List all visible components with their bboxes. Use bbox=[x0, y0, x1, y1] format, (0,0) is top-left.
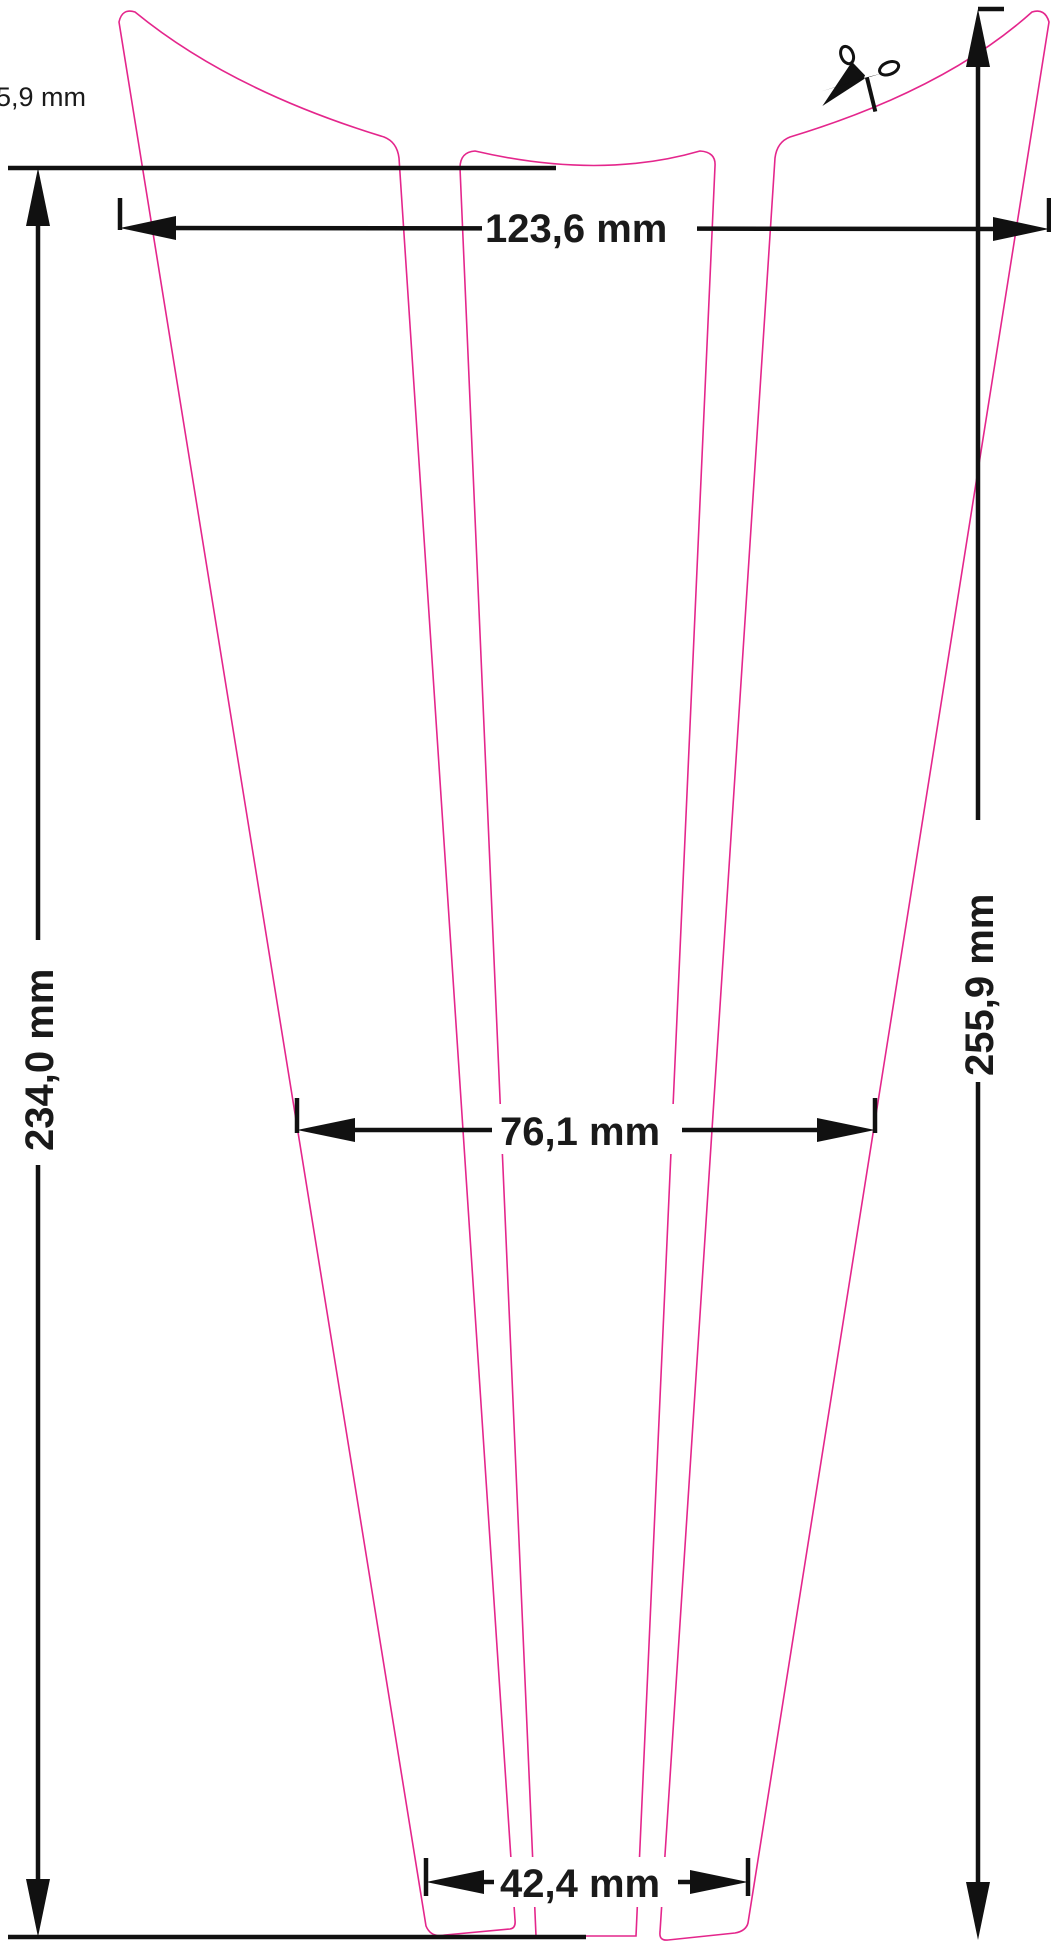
label-bottom-width: 42,4 mm bbox=[500, 1862, 660, 1906]
cut-outline-left-piece bbox=[118, 10, 516, 1937]
scissors-icon bbox=[820, 44, 901, 113]
dimension-left-height: 234,0 mm bbox=[14, 168, 62, 1937]
label-middle-width: 76,1 mm bbox=[500, 1110, 660, 1154]
dimension-bottom-width: 42,4 mm bbox=[423, 1857, 751, 1907]
dimension-middle-width: 76,1 mm bbox=[294, 1098, 878, 1154]
dimension-right-height: 255,9 mm bbox=[954, 9, 1002, 1940]
label-top-width: 123,6 mm bbox=[485, 207, 667, 251]
cut-outlines bbox=[118, 10, 1050, 1941]
cut-outline-center-piece bbox=[459, 150, 716, 1937]
extension-lines bbox=[8, 6, 1004, 1940]
dimension-top-width: 123,6 mm bbox=[117, 198, 1051, 252]
label-right-height: 255,9 mm bbox=[958, 894, 1002, 1076]
cut-outline-right-piece bbox=[659, 10, 1050, 1941]
label-left-height: 234,0 mm bbox=[18, 969, 62, 1151]
label-partial-dimension: 5,9 mm bbox=[0, 82, 86, 112]
